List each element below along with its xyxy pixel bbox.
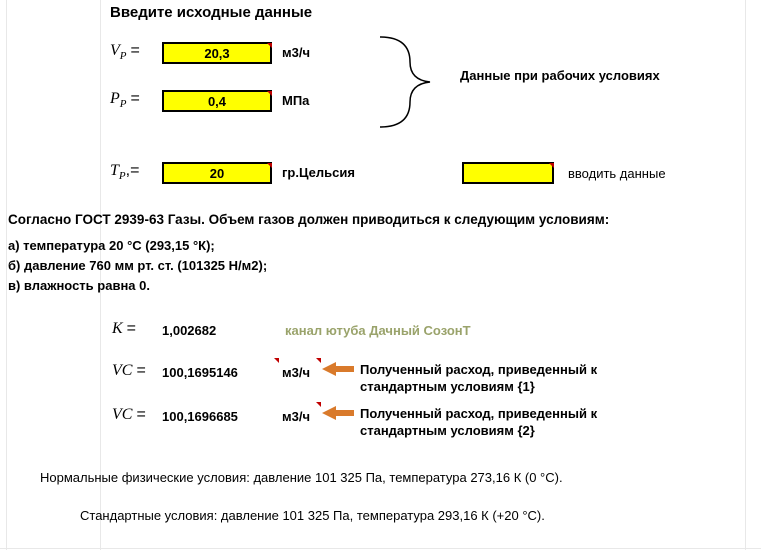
condition-c: в) влажность равна 0. xyxy=(8,278,150,293)
comment-marker-icon xyxy=(267,43,272,48)
vc1-value: 100,1695146 xyxy=(162,365,238,380)
condition-a: а) температура 20 °С (293,15 °К); xyxy=(8,238,215,253)
condition-b: б) давление 760 мм рт. ст. (101325 Н/м2)… xyxy=(8,258,267,273)
vp-label: VP = xyxy=(110,42,140,62)
vc1-unit: м3/ч xyxy=(282,365,310,380)
page-title: Введите исходные данные xyxy=(110,4,312,21)
comment-marker-icon xyxy=(316,402,321,407)
arrow-stem xyxy=(336,366,354,372)
vc2-value: 100,1696685 xyxy=(162,409,238,424)
legend-color-box xyxy=(462,162,554,184)
vc2-unit: м3/ч xyxy=(282,409,310,424)
comment-marker-icon xyxy=(316,358,321,363)
vc1-label: VC = xyxy=(112,362,146,380)
pp-unit: МПа xyxy=(282,93,309,108)
comment-marker-icon xyxy=(549,163,554,168)
vc2-description: Полученный расход, приведенный к стандар… xyxy=(360,406,660,440)
footer-standard-conditions: Стандартные условия: давление 101 325 Па… xyxy=(80,508,761,523)
tp-label: TP,= xyxy=(110,162,139,182)
comment-marker-icon xyxy=(267,163,272,168)
brace-label: Данные при рабочих условиях xyxy=(460,68,710,83)
k-label: K = xyxy=(112,320,136,338)
arrow-left-icon xyxy=(322,406,336,420)
arrow-left-icon xyxy=(322,362,336,376)
curly-brace-icon xyxy=(370,32,450,132)
vc2-label: VC = xyxy=(112,406,146,424)
k-value: 1,002682 xyxy=(162,323,216,338)
pp-label: PP = xyxy=(110,90,140,110)
pp-input[interactable]: 0,4 xyxy=(162,90,272,112)
footer-normal-conditions: Нормальные физические условия: давление … xyxy=(40,470,740,485)
vp-input[interactable]: 20,3 xyxy=(162,42,272,64)
vc1-description: Полученный расход, приведенный к стандар… xyxy=(360,362,660,396)
tp-input[interactable]: 20 xyxy=(162,162,272,184)
channel-text: канал ютуба Дачный СозонТ xyxy=(285,323,471,338)
vp-unit: м3/ч xyxy=(282,45,310,60)
legend-label: вводить данные xyxy=(568,166,666,181)
tp-unit: гр.Цельсия xyxy=(282,165,355,180)
arrow-stem xyxy=(336,410,354,416)
gost-heading: Согласно ГОСТ 2939-63 Газы. Объем газов … xyxy=(8,212,748,227)
comment-marker-icon xyxy=(274,358,279,363)
comment-marker-icon xyxy=(267,91,272,96)
